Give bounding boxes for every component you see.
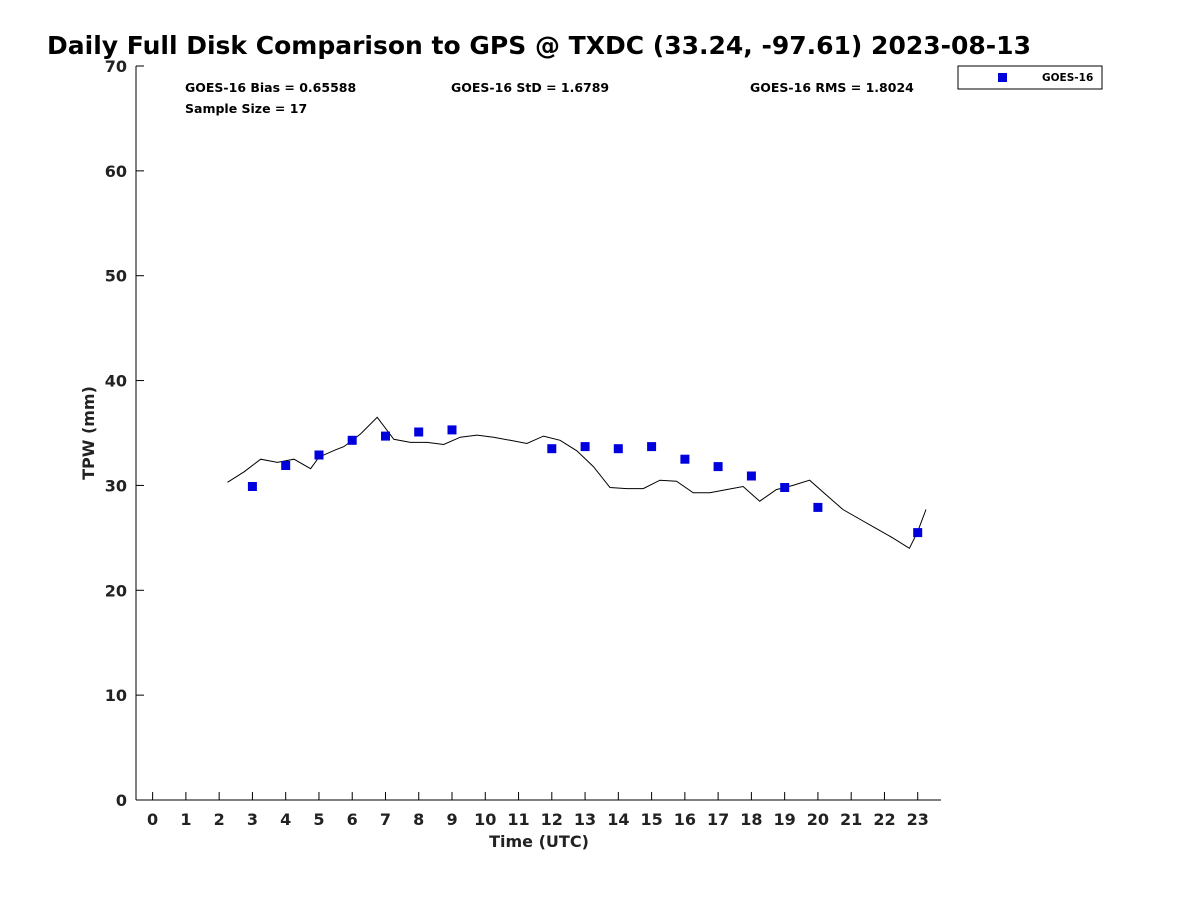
x-tick-label: 4: [280, 810, 291, 829]
sample-size-stat: Sample Size = 17: [185, 101, 307, 116]
x-tick-label: 7: [380, 810, 391, 829]
goes16-points-layer: [247, 425, 923, 538]
x-axis-label: Time (UTC): [489, 832, 589, 851]
y-axis-ticks: 0 10 20 30 40 50 60 70: [105, 57, 144, 810]
std-stat: GOES-16 StD = 1.6789: [451, 80, 609, 95]
goes16-point: [746, 471, 756, 481]
goes16-point: [281, 461, 291, 470]
goes16-point: [547, 444, 557, 454]
rms-stat: GOES-16 RMS = 1.8024: [750, 80, 914, 95]
goes16-point: [347, 435, 357, 445]
goes16-point: [780, 483, 790, 492]
y-tick-label: 60: [105, 162, 127, 181]
x-tick-label: 19: [774, 810, 796, 829]
x-tick-label: 23: [907, 810, 929, 829]
legend-marker-goes16: [998, 73, 1007, 82]
x-tick-label: 14: [607, 810, 629, 829]
legend-label-goes16: GOES-16: [1042, 72, 1093, 84]
y-tick-label: 10: [105, 686, 127, 705]
x-tick-label: 22: [873, 810, 895, 829]
x-tick-label: 1: [180, 810, 191, 829]
goes16-point: [913, 528, 923, 538]
axes: [135, 66, 941, 801]
x-tick-label: 5: [313, 810, 324, 829]
goes16-point: [680, 454, 690, 464]
chart-title: Daily Full Disk Comparison to GPS @ TXDC…: [47, 31, 1031, 60]
x-tick-label: 20: [807, 810, 829, 829]
x-tick-label: 13: [574, 810, 596, 829]
goes16-point: [613, 444, 623, 454]
goes16-point: [813, 502, 823, 512]
x-tick-label: 16: [674, 810, 696, 829]
goes16-point: [247, 482, 257, 491]
y-tick-label: 30: [105, 476, 127, 495]
gps-tpw-line: [227, 416, 927, 550]
x-tick-label: 15: [640, 810, 662, 829]
x-tick-label: 0: [147, 810, 158, 829]
x-tick-label: 2: [214, 810, 225, 829]
x-tick-label: 18: [740, 810, 762, 829]
goes16-point: [381, 431, 390, 441]
x-tick-label: 11: [507, 810, 529, 829]
x-tick-label: 17: [707, 810, 729, 829]
x-tick-label: 10: [474, 810, 496, 829]
x-tick-label: 21: [840, 810, 862, 829]
x-axis-ticks: 0 1 2 3 4 5 6 7 8 9 10 11 12 13 14 15 16 17 18 19 20 21 22 23: [147, 792, 929, 829]
y-axis-label: TPW (mm): [79, 386, 98, 480]
goes16-point: [713, 462, 723, 472]
x-tick-label: 3: [247, 810, 258, 829]
goes16-point: [447, 425, 457, 435]
y-tick-label: 20: [105, 581, 127, 600]
x-tick-label: 6: [347, 810, 358, 829]
y-tick-label: 40: [105, 372, 127, 391]
bias-stat: GOES-16 Bias = 0.65588: [185, 80, 356, 95]
x-tick-label: 12: [541, 810, 563, 829]
legend: GOES-16: [957, 65, 1103, 90]
y-tick-label: 50: [105, 267, 127, 286]
goes16-point: [647, 442, 657, 452]
x-tick-label: 8: [413, 810, 424, 829]
goes16-point: [580, 442, 590, 452]
y-tick-label: 70: [105, 57, 127, 76]
legend-box: [957, 65, 1103, 90]
y-tick-label: 0: [116, 791, 127, 810]
gps-line-layer: [227, 416, 927, 550]
goes16-point: [314, 450, 324, 460]
x-tick-label: 9: [446, 810, 457, 829]
goes16-point: [414, 427, 424, 437]
